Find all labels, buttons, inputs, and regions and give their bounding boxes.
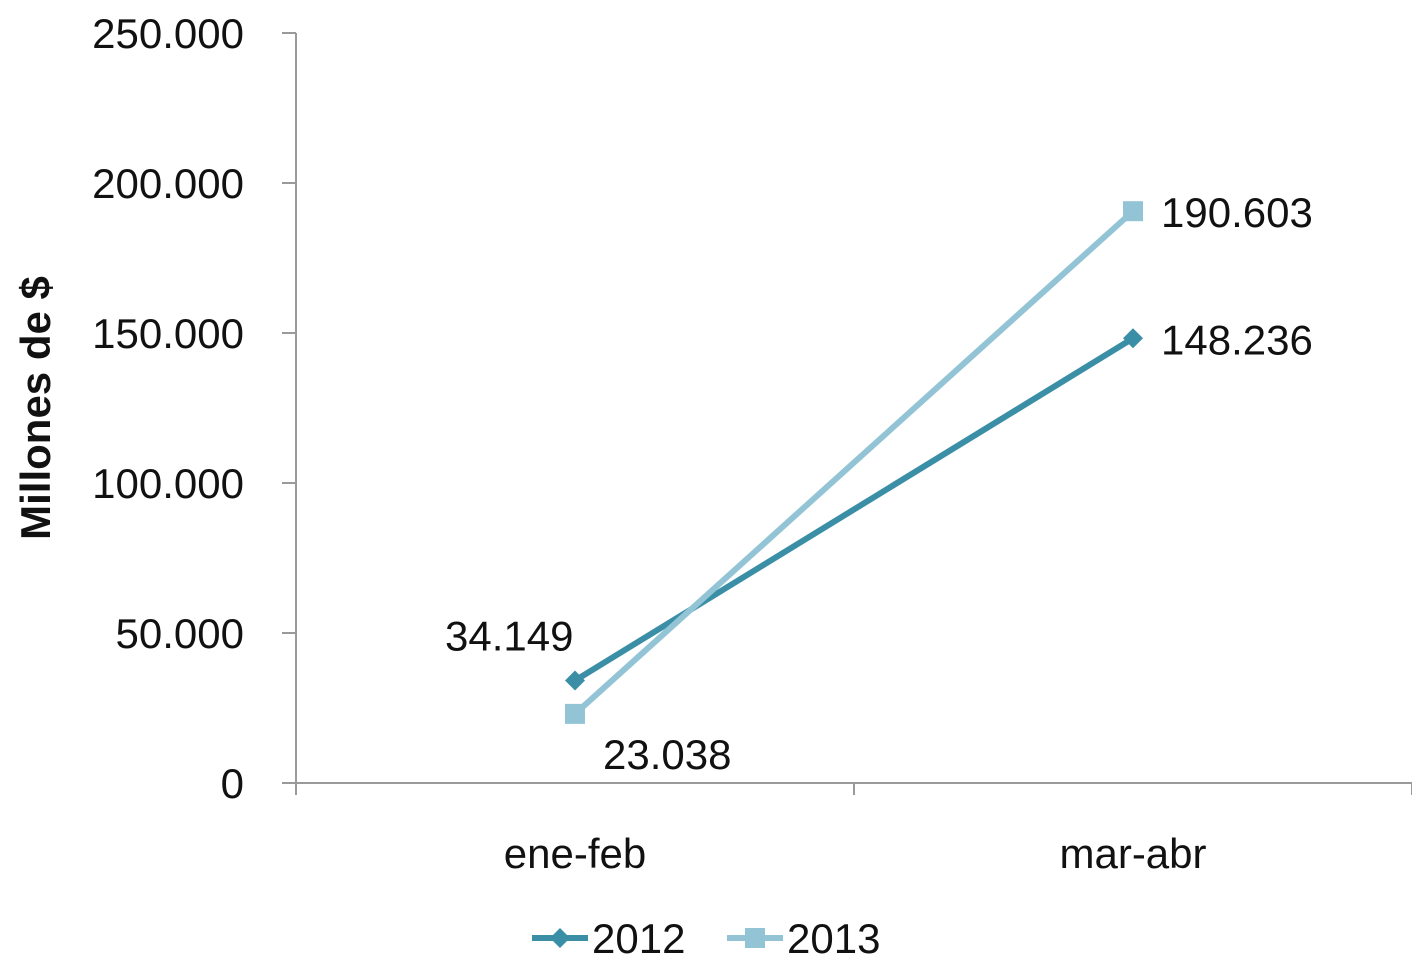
data-label-2012-1: 148.236 — [1161, 316, 1313, 363]
y-axis-title: Millones de $ — [12, 276, 59, 540]
series-lines — [572, 208, 1136, 717]
axes — [295, 33, 1412, 784]
data-point-2012-1 — [1123, 328, 1143, 349]
data-point-2013-0 — [565, 703, 585, 724]
series-markers — [565, 201, 1143, 724]
data-point-2012-0 — [565, 670, 585, 691]
y-tick-label: 250.000 — [92, 10, 244, 57]
legend-label-2012: 2012 — [592, 915, 685, 957]
legend-label-2013: 2013 — [787, 915, 880, 957]
y-tick-label: 150.000 — [92, 310, 244, 357]
data-label-2013-0: 23.038 — [603, 731, 731, 778]
data-label-2012-0: 34.149 — [445, 613, 573, 660]
data-label-2013-1: 190.603 — [1161, 189, 1313, 236]
x-tick-label: ene-feb — [504, 830, 646, 877]
y-axis-ticks: 0 50.000 100.000 150.000 200.000 250.000 — [92, 10, 296, 807]
x-tick-label: mar-abr — [1059, 830, 1206, 877]
y-tick-label: 0 — [221, 760, 244, 807]
legend-marker-2012 — [550, 928, 570, 948]
y-tick-label: 50.000 — [116, 610, 244, 657]
series-line-2013 — [572, 208, 1136, 717]
x-axis-ticks: ene-feb mar-abr — [295, 783, 1412, 877]
y-axis-title-group: Millones de $ — [12, 276, 59, 540]
y-tick-label: 100.000 — [92, 460, 244, 507]
legend-marker-2013 — [745, 928, 765, 948]
legend: 2012 2013 — [532, 915, 880, 957]
data-labels: 34.149 148.236 23.038 190.603 — [445, 189, 1313, 778]
y-tick-label: 200.000 — [92, 160, 244, 207]
series-line-2012 — [573, 335, 1135, 684]
data-point-2013-1 — [1123, 201, 1143, 222]
